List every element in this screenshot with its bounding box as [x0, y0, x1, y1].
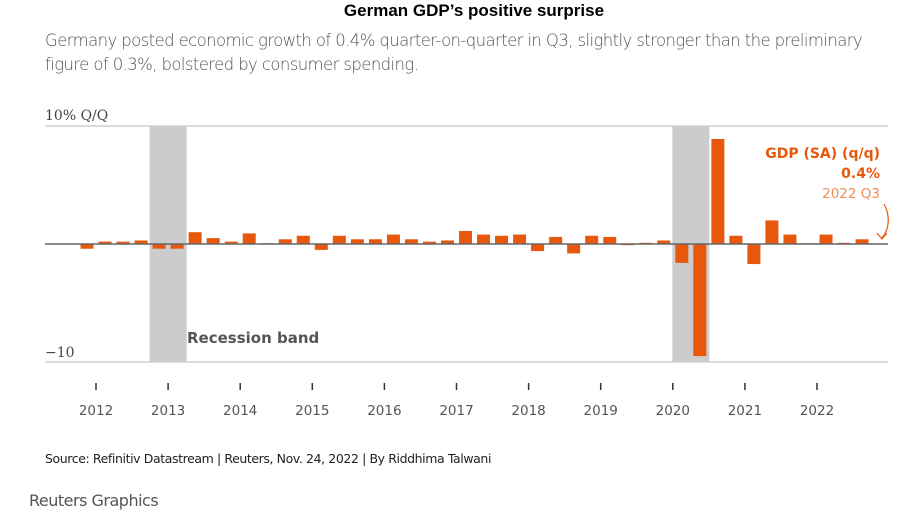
series-annotation-value: 0.4%	[841, 166, 880, 182]
x-tick-label: 2021	[728, 403, 762, 419]
x-tick-label: 2012	[79, 403, 113, 419]
gdp-bar	[855, 239, 869, 244]
gdp-bar	[404, 239, 418, 244]
gdp-bar	[711, 138, 725, 244]
x-tick-label: 2017	[439, 403, 473, 419]
y-tick-label-bottom: −10	[45, 345, 75, 361]
gdp-bar	[278, 239, 292, 244]
x-tick-label: 2016	[367, 403, 401, 419]
x-tick-label: 2013	[151, 403, 185, 419]
gdp-bar	[567, 244, 581, 254]
gdp-bar	[332, 235, 346, 244]
gdp-bar	[296, 235, 310, 244]
gdp-bar	[116, 241, 130, 244]
gdp-bar	[368, 239, 382, 244]
gdp-bar	[729, 235, 743, 244]
gdp-bar	[152, 244, 166, 249]
gdp-bar	[495, 235, 509, 244]
series-annotation-label: GDP (SA) (q/q)	[765, 146, 880, 162]
recession-band-label: Recession band	[187, 329, 319, 347]
gdp-bar	[675, 244, 689, 263]
gdp-bar	[513, 234, 527, 244]
gdp-bar	[386, 234, 400, 244]
series-annotation-period: 2022 Q3	[822, 186, 880, 202]
gdp-bar	[224, 241, 238, 244]
x-tick-label: 2014	[223, 403, 257, 419]
chart-subtitle: Germany posted economic growth of 0.4% q…	[45, 31, 863, 74]
gdp-bar	[585, 235, 599, 244]
gdp-bar	[459, 231, 473, 244]
x-tick-label: 2018	[511, 403, 545, 419]
gdp-bar	[657, 240, 671, 244]
gdp-bar	[549, 236, 563, 244]
gdp-bar	[765, 220, 779, 244]
x-tick-label: 2022	[800, 403, 834, 419]
gdp-bar	[188, 232, 202, 244]
gdp-bar	[242, 233, 256, 244]
gdp-bar-chart: 10% Q/Q −10 Recession band 2012 2013 2014 2…	[45, 108, 889, 419]
gdp-bar	[531, 244, 545, 252]
gdp-bar	[603, 236, 617, 244]
gdp-bar	[98, 241, 112, 244]
annotation-arrowhead	[876, 232, 888, 240]
gdp-bar	[783, 234, 797, 244]
gdp-bar	[134, 240, 148, 244]
annotation-arrow	[881, 203, 889, 239]
gdp-bar	[819, 234, 833, 244]
chart-title: German GDP’s positive surprise	[343, 1, 605, 20]
gdp-bar	[206, 238, 220, 244]
y-tick-label-top: 10% Q/Q	[45, 108, 108, 124]
gdp-bar	[80, 244, 94, 249]
gdp-bar	[422, 241, 436, 244]
x-tick-label: 2015	[295, 403, 329, 419]
gdp-bar	[170, 244, 184, 249]
brand-label: Reuters Graphics	[29, 491, 159, 510]
gdp-bar	[440, 240, 454, 244]
gdp-bar	[314, 244, 328, 250]
gdp-bar	[350, 239, 364, 244]
gdp-bar	[747, 244, 761, 265]
x-tick-label: 2019	[584, 403, 618, 419]
gdp-bar	[693, 244, 707, 357]
gdp-bar	[477, 234, 491, 244]
source-note: Source: Refinitiv Datastream | Reuters, …	[45, 451, 492, 466]
x-tick-label: 2020	[656, 403, 690, 419]
